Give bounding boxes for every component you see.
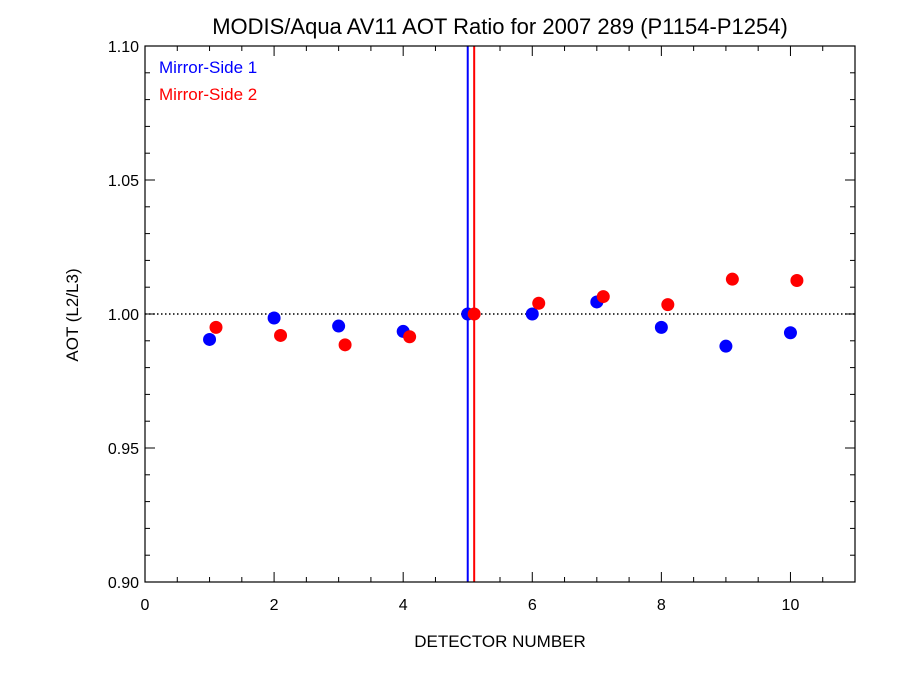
- x-tick-label: 0: [141, 597, 150, 614]
- series-2-point: [596, 290, 610, 304]
- series-2-point: [725, 272, 739, 286]
- series-2-point: [403, 330, 417, 344]
- y-tick-label: 1.10: [108, 39, 139, 56]
- series-2-point: [274, 328, 288, 342]
- series-1-point: [332, 319, 346, 333]
- y-tick-label: 0.95: [108, 441, 139, 458]
- chart-title: MODIS/Aqua AV11 AOT Ratio for 2007 289 (…: [212, 14, 788, 39]
- legend-series-1: Mirror-Side 1: [159, 58, 257, 77]
- series-2-point: [467, 307, 481, 321]
- y-axis-label: AOT (L2/L3): [63, 268, 82, 361]
- series-1-point: [654, 320, 668, 334]
- axis-ticks: [144, 45, 856, 583]
- series-2-point: [209, 320, 223, 334]
- series-1-point: [525, 307, 539, 321]
- series-2-point: [532, 296, 546, 310]
- tick-labels: 0 2 4 6 8 10 0.90 0.95 1.00 1.05 1.10: [108, 39, 800, 614]
- x-axis-label: DETECTOR NUMBER: [414, 632, 586, 651]
- x-tick-label: 10: [782, 597, 800, 614]
- y-tick-label: 1.05: [108, 173, 139, 190]
- series-1-point: [783, 326, 797, 340]
- data-points: [203, 272, 804, 353]
- series-2-point: [790, 274, 804, 287]
- x-tick-label: 8: [657, 597, 666, 614]
- legend-series-2: Mirror-Side 2: [159, 85, 257, 104]
- x-tick-label: 2: [270, 597, 279, 614]
- series-2-point: [338, 338, 352, 352]
- y-tick-label: 0.90: [108, 575, 139, 592]
- legend: Mirror-Side 1 Mirror-Side 2: [159, 58, 257, 104]
- y-tick-label: 1.00: [108, 307, 139, 324]
- series-2-point: [661, 298, 675, 312]
- plot-frame: [144, 45, 856, 583]
- series-1-point: [203, 332, 217, 346]
- x-tick-label: 4: [399, 597, 408, 614]
- series-1-point: [267, 311, 281, 325]
- series-1-point: [719, 339, 733, 353]
- x-tick-label: 6: [528, 597, 537, 614]
